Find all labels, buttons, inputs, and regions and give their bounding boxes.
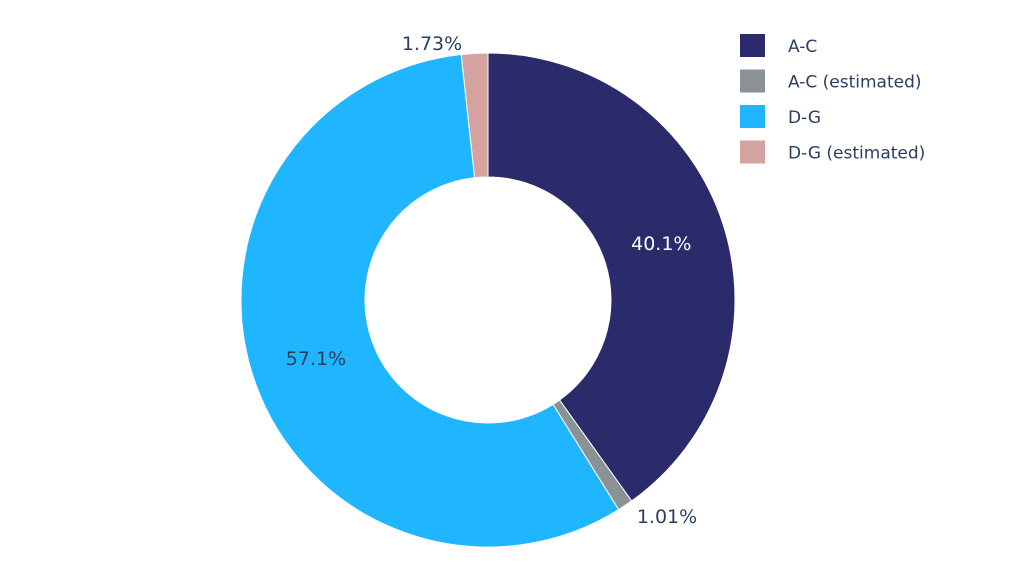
donut-slice-d-g bbox=[240, 53, 620, 548]
legend-swatch[interactable] bbox=[740, 34, 765, 57]
slice-label: 40.1% bbox=[631, 233, 691, 255]
donut-slice-a-c bbox=[487, 52, 736, 502]
legend-label[interactable]: A-C (estimated) bbox=[788, 73, 922, 93]
legend-label[interactable]: D-G (estimated) bbox=[788, 144, 925, 164]
slice-label: 57.1% bbox=[286, 348, 346, 370]
slice-label: 1.01% bbox=[637, 506, 697, 528]
slice-label: 1.73% bbox=[402, 33, 462, 55]
slice-labels: 40.1% 1.01% 57.1% 1.73% bbox=[286, 33, 697, 528]
legend-label[interactable]: A-C bbox=[788, 37, 817, 57]
legend-swatch[interactable] bbox=[740, 69, 765, 93]
chart-legend: A-C A-C (estimated) D-G D-G (estimated) bbox=[740, 34, 925, 164]
legend-swatch[interactable] bbox=[740, 105, 765, 128]
donut-slices bbox=[240, 52, 736, 548]
donut-slice-d-g-estimated bbox=[460, 52, 489, 179]
legend-swatch[interactable] bbox=[740, 140, 765, 164]
legend-label[interactable]: D-G bbox=[788, 108, 821, 128]
